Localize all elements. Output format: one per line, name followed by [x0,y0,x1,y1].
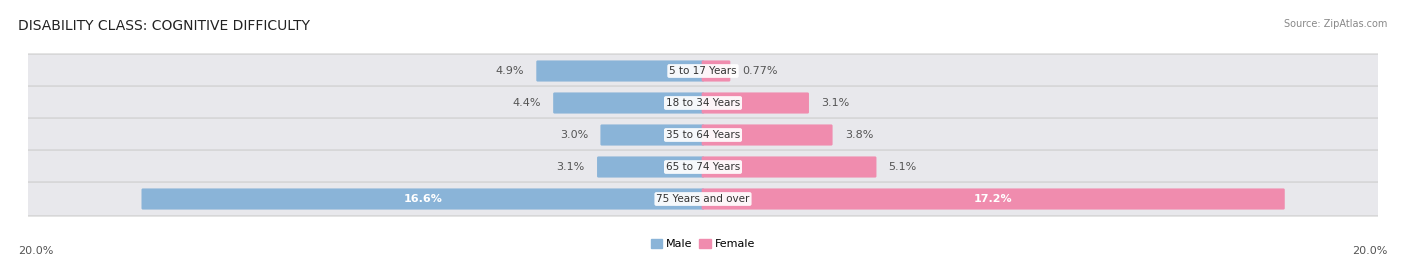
Text: 4.9%: 4.9% [496,66,524,76]
FancyBboxPatch shape [553,92,704,114]
Text: 0.77%: 0.77% [742,66,778,76]
FancyBboxPatch shape [536,60,704,82]
FancyBboxPatch shape [25,118,1381,152]
Text: 20.0%: 20.0% [18,247,53,256]
Text: 65 to 74 Years: 65 to 74 Years [666,162,740,172]
Text: Source: ZipAtlas.com: Source: ZipAtlas.com [1284,19,1388,29]
Text: 18 to 34 Years: 18 to 34 Years [666,98,740,108]
Legend: Male, Female: Male, Female [647,235,759,254]
Text: 3.0%: 3.0% [560,130,588,140]
FancyBboxPatch shape [702,92,808,114]
Text: 5.1%: 5.1% [889,162,917,172]
FancyBboxPatch shape [25,54,1381,88]
Text: DISABILITY CLASS: COGNITIVE DIFFICULTY: DISABILITY CLASS: COGNITIVE DIFFICULTY [18,19,311,33]
Text: 3.1%: 3.1% [821,98,849,108]
Text: 35 to 64 Years: 35 to 64 Years [666,130,740,140]
Text: 75 Years and over: 75 Years and over [657,194,749,204]
FancyBboxPatch shape [702,124,832,146]
Text: 3.8%: 3.8% [845,130,873,140]
Text: 16.6%: 16.6% [404,194,443,204]
Text: 17.2%: 17.2% [974,194,1012,204]
FancyBboxPatch shape [598,156,704,178]
Text: 20.0%: 20.0% [1353,247,1388,256]
FancyBboxPatch shape [702,156,876,178]
Text: 4.4%: 4.4% [513,98,541,108]
FancyBboxPatch shape [600,124,704,146]
FancyBboxPatch shape [25,86,1381,120]
FancyBboxPatch shape [702,188,1285,210]
FancyBboxPatch shape [25,182,1381,216]
Text: 3.1%: 3.1% [557,162,585,172]
Text: 5 to 17 Years: 5 to 17 Years [669,66,737,76]
FancyBboxPatch shape [702,60,730,82]
FancyBboxPatch shape [25,150,1381,184]
FancyBboxPatch shape [142,188,704,210]
